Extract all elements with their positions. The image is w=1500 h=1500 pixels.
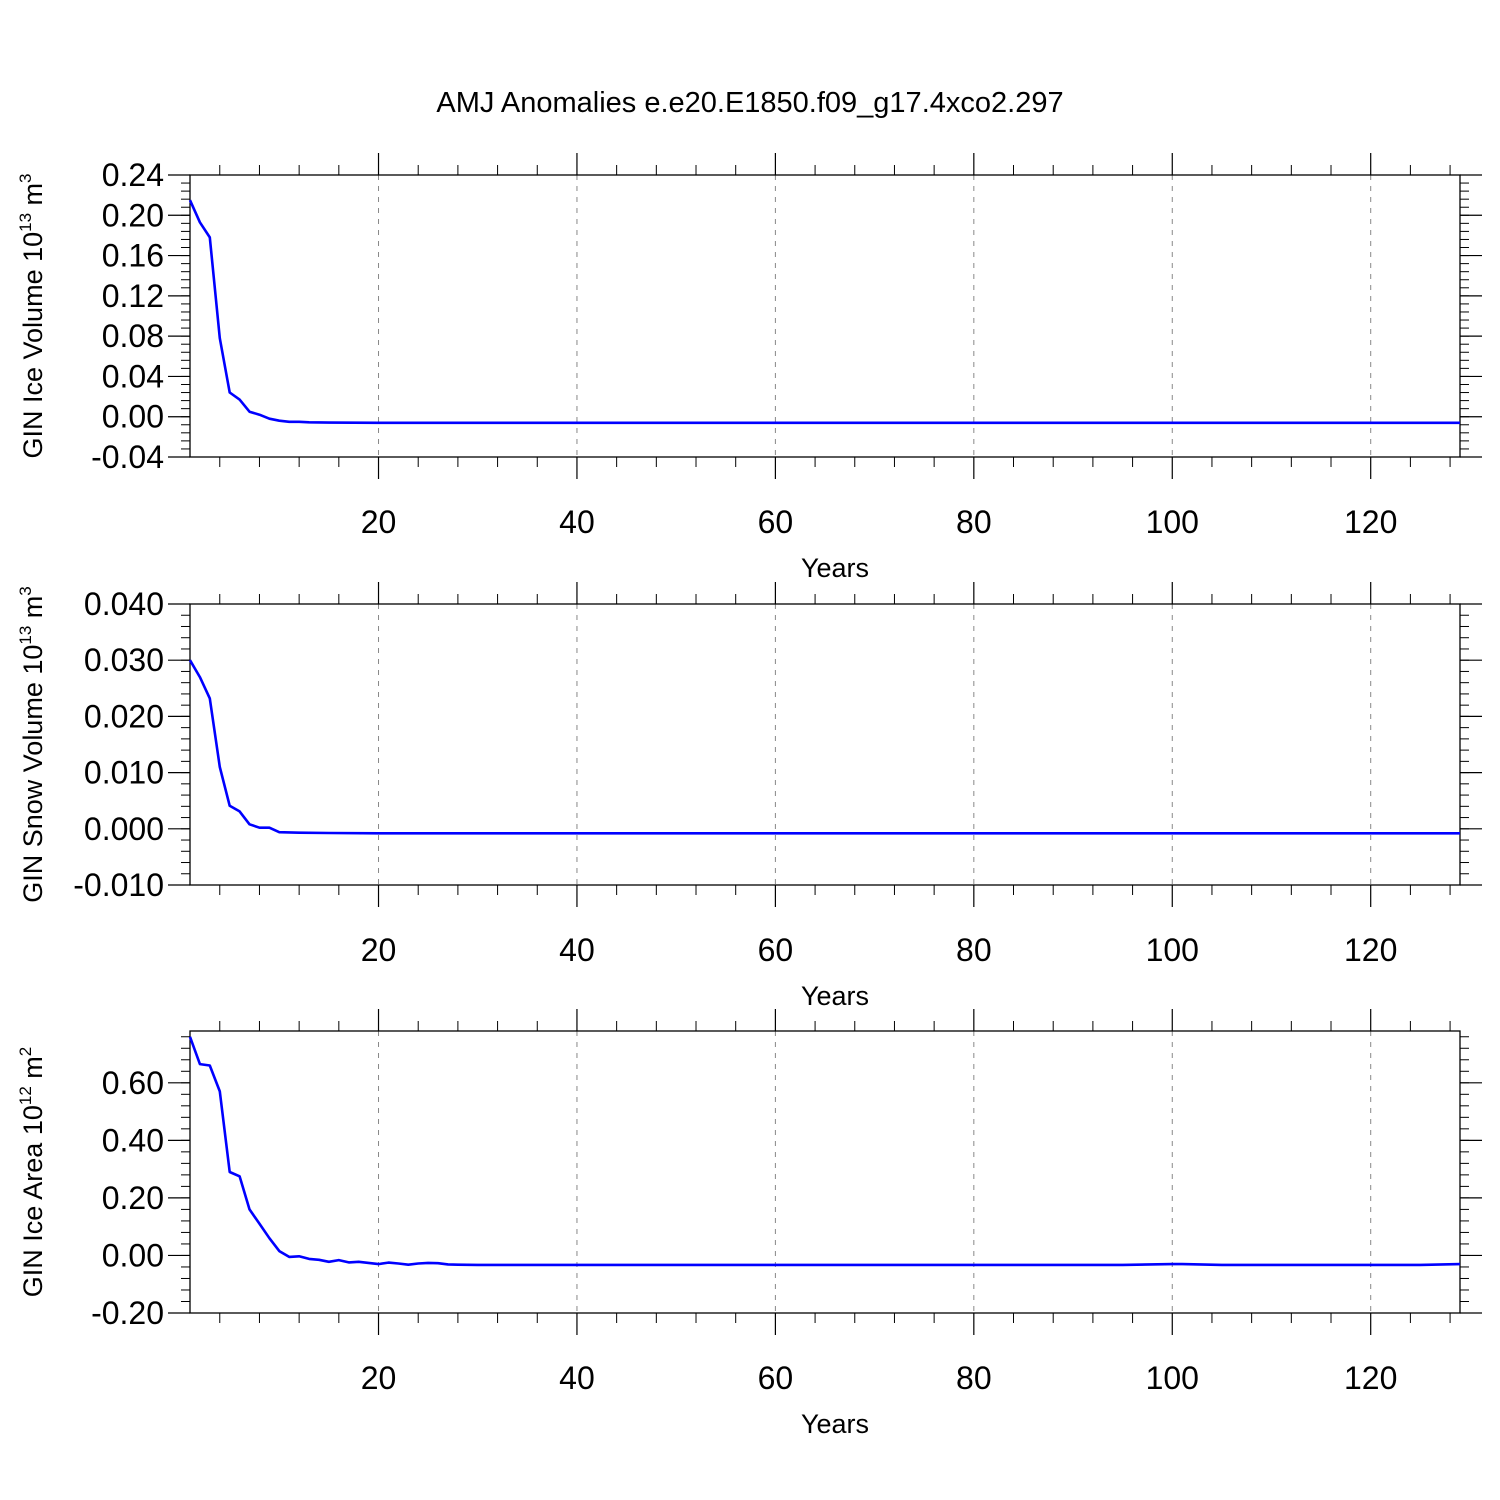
figure-title: AMJ Anomalies e.e20.E1850.f09_g17.4xco2.…	[436, 87, 1063, 119]
x-tick-label: 60	[758, 504, 794, 540]
x-tick-label: 60	[758, 1360, 794, 1396]
y-tick-label: -0.010	[73, 867, 164, 903]
y-tick-label: 0.24	[102, 157, 164, 193]
y-tick-label: 0.12	[102, 278, 164, 314]
x-tick-label: 80	[956, 1360, 992, 1396]
x-tick-label: 60	[758, 932, 794, 968]
x-tick-label: 120	[1344, 932, 1397, 968]
x-axis-label: Years	[801, 981, 869, 1011]
y-tick-label: 0.08	[102, 318, 164, 354]
x-tick-label: 20	[361, 1360, 397, 1396]
panel-3: 20 40 60 80 100 120 -0.20 0.00 0.20 0.40 0.60 Years…	[16, 1009, 1482, 1439]
y-tick-label: 0.60	[102, 1065, 164, 1101]
y-axis-label: GIN Snow Volume 1013 m3	[16, 586, 48, 903]
y-tick-label: -0.20	[91, 1295, 164, 1331]
x-tick-label: 20	[361, 932, 397, 968]
y-tick-label: 0.04	[102, 358, 164, 394]
x-tick-label: 120	[1344, 1360, 1397, 1396]
x-tick-label: 80	[956, 504, 992, 540]
x-tick-label: 100	[1146, 504, 1199, 540]
x-tick-label: 100	[1146, 932, 1199, 968]
y-tick-label: 0.010	[84, 755, 164, 791]
plot-frame	[189, 1030, 1461, 1314]
y-tick-label: 0.030	[84, 642, 164, 678]
y-tick-label: 0.16	[102, 238, 164, 274]
y-tick-label: 0.00	[102, 1237, 164, 1273]
y-axis-label: GIN Ice Area 1012 m2	[16, 1047, 48, 1298]
x-tick-label: 80	[956, 932, 992, 968]
y-tick-label: 0.00	[102, 399, 164, 435]
plot-frame	[189, 174, 1461, 458]
panel-1: 20 40 60 80 100 120 -0.04 0.00 0.04 0.08 0.12 0.16 0…	[16, 153, 1482, 583]
x-tick-label: 40	[559, 1360, 595, 1396]
panel-2: 20 40 60 80 100 120 -0.010 0.000 0.010 0.020 0.030…	[16, 582, 1482, 1011]
y-tick-label: 0.40	[102, 1122, 164, 1158]
x-tick-label: 100	[1146, 1360, 1199, 1396]
x-axis-label: Years	[801, 553, 869, 583]
y-axis-label: GIN Ice Volume 1013 m3	[16, 173, 48, 458]
y-tick-label: -0.04	[91, 439, 164, 475]
series-line	[188, 199, 1460, 425]
y-tick-label: 0.040	[84, 586, 164, 622]
y-tick-label: 0.20	[102, 197, 164, 233]
x-tick-label: 120	[1344, 504, 1397, 540]
x-tick-label: 40	[559, 932, 595, 968]
y-tick-label: 0.000	[84, 811, 164, 847]
y-tick-label: 0.020	[84, 698, 164, 734]
series-line	[188, 1036, 1461, 1267]
x-tick-label: 20	[361, 504, 397, 540]
x-axis-label: Years	[801, 1409, 869, 1439]
plot-frame	[189, 603, 1461, 886]
series-line	[188, 659, 1460, 835]
x-tick-label: 40	[559, 504, 595, 540]
y-tick-label: 0.20	[102, 1180, 164, 1216]
